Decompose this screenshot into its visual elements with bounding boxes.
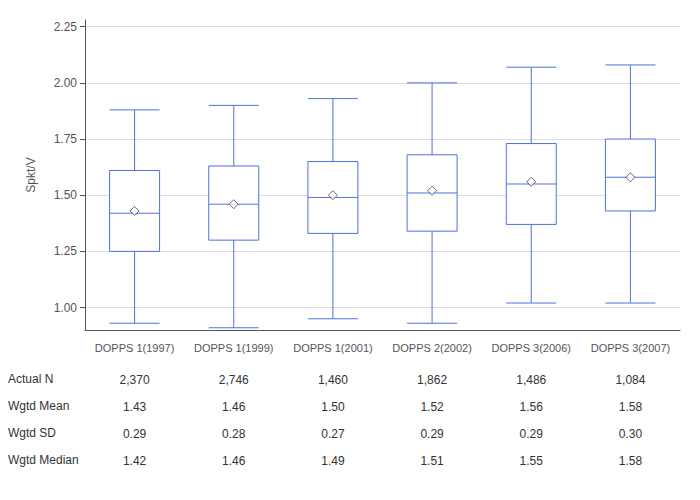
svg-text:0.29: 0.29: [520, 427, 544, 441]
svg-text:0.29: 0.29: [123, 427, 147, 441]
svg-text:1.50: 1.50: [321, 400, 345, 414]
svg-text:1.50: 1.50: [54, 188, 78, 202]
svg-text:Spkt/V: Spkt/V: [24, 157, 38, 192]
svg-text:Wgtd SD: Wgtd SD: [8, 426, 56, 440]
svg-text:1.43: 1.43: [123, 400, 147, 414]
svg-text:1,084: 1,084: [615, 373, 645, 387]
svg-text:1.55: 1.55: [520, 454, 544, 468]
svg-text:DOPPS 2(2002): DOPPS 2(2002): [392, 342, 471, 354]
svg-text:DOPPS 3(2007): DOPPS 3(2007): [591, 342, 670, 354]
svg-text:0.27: 0.27: [321, 427, 345, 441]
svg-text:1.75: 1.75: [54, 132, 78, 146]
svg-text:DOPPS 1(1997): DOPPS 1(1997): [95, 342, 174, 354]
svg-text:1.46: 1.46: [222, 454, 246, 468]
svg-text:1,862: 1,862: [417, 373, 447, 387]
svg-text:1,460: 1,460: [318, 373, 348, 387]
svg-text:1.58: 1.58: [619, 454, 643, 468]
svg-text:DOPPS 3(2006): DOPPS 3(2006): [492, 342, 571, 354]
svg-text:0.30: 0.30: [619, 427, 643, 441]
svg-text:DOPPS 1(2001): DOPPS 1(2001): [293, 342, 372, 354]
svg-text:1.49: 1.49: [321, 454, 345, 468]
svg-text:1.25: 1.25: [54, 244, 78, 258]
svg-text:1,486: 1,486: [516, 373, 546, 387]
svg-text:Wgtd Mean: Wgtd Mean: [8, 399, 69, 413]
svg-text:2.00: 2.00: [54, 76, 78, 90]
svg-text:2,370: 2,370: [120, 373, 150, 387]
svg-text:Actual N: Actual N: [8, 372, 53, 386]
svg-text:1.52: 1.52: [420, 400, 444, 414]
svg-text:1.46: 1.46: [222, 400, 246, 414]
svg-text:1.00: 1.00: [54, 301, 78, 315]
svg-text:Wgtd Median: Wgtd Median: [8, 453, 79, 467]
svg-text:0.28: 0.28: [222, 427, 246, 441]
svg-text:1.51: 1.51: [420, 454, 444, 468]
svg-text:0.29: 0.29: [420, 427, 444, 441]
svg-text:1.58: 1.58: [619, 400, 643, 414]
svg-text:1.42: 1.42: [123, 454, 147, 468]
svg-text:2,746: 2,746: [219, 373, 249, 387]
svg-text:2.25: 2.25: [54, 20, 78, 34]
svg-text:1.56: 1.56: [520, 400, 544, 414]
svg-text:DOPPS 1(1999): DOPPS 1(1999): [194, 342, 273, 354]
